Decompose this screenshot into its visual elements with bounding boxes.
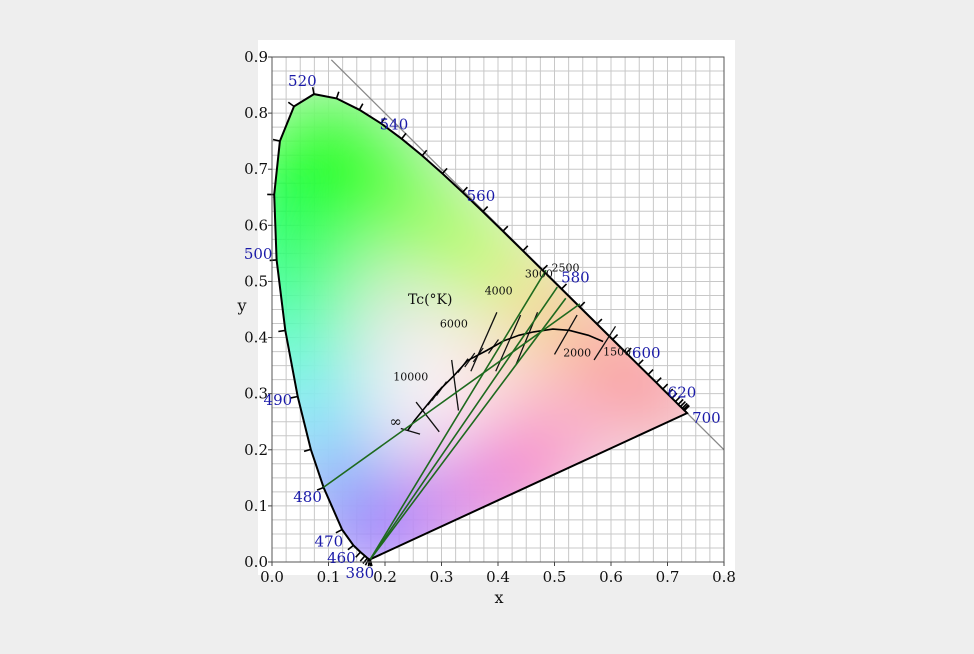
wavelength-label: 460	[327, 549, 356, 567]
x-tick-label: 0.5	[543, 568, 567, 586]
wavelength-label: 560	[467, 187, 496, 205]
cct-label: 3000	[525, 267, 553, 280]
cct-label: 10000	[393, 370, 428, 383]
wavelength-label: 520	[288, 72, 317, 90]
cct-label: 1500	[603, 345, 631, 358]
wavelength-label: 600	[632, 344, 661, 362]
x-tick-label: 0.6	[599, 568, 623, 586]
wavelength-label: 490	[264, 391, 293, 409]
y-tick-label: 0.2	[244, 441, 268, 459]
wavelength-label: 470	[315, 532, 344, 550]
x-axis-label: x	[494, 588, 503, 607]
x-tick-label: 0.2	[373, 568, 397, 586]
x-tick-label: 0.8	[712, 568, 736, 586]
cct-label: 2500	[552, 262, 580, 275]
wavelength-label: 620	[668, 383, 697, 401]
cct-label: ∞	[389, 413, 402, 431]
y-tick-label: 0.8	[244, 104, 268, 122]
wavelength-label: 700	[692, 409, 721, 427]
x-tick-label: 0.7	[656, 568, 680, 586]
x-tick-label: 0.1	[317, 568, 341, 586]
x-tick-label: 0.4	[486, 568, 510, 586]
y-tick-label: 0.0	[244, 553, 268, 571]
wavelength-label: 540	[380, 115, 409, 133]
y-tick-label: 0.6	[244, 216, 268, 234]
y-tick-label: 0.4	[244, 329, 268, 347]
color-blob	[474, 325, 544, 395]
cct-label: 4000	[485, 284, 513, 297]
wavelength-label: 500	[244, 245, 273, 263]
y-axis-label: y	[236, 296, 246, 315]
wavelength-label: 480	[293, 488, 322, 506]
y-tick-label: 0.1	[244, 497, 268, 515]
x-tick-label: 0.3	[430, 568, 454, 586]
y-tick-label: 0.5	[244, 272, 268, 290]
locus-tick	[278, 330, 285, 331]
y-tick-label: 0.7	[244, 160, 268, 178]
cct-label: 2000	[563, 346, 591, 359]
cct-label: 6000	[440, 318, 468, 331]
tc-label: Tc(°K)	[408, 292, 452, 308]
y-tick-label: 0.9	[244, 48, 268, 66]
